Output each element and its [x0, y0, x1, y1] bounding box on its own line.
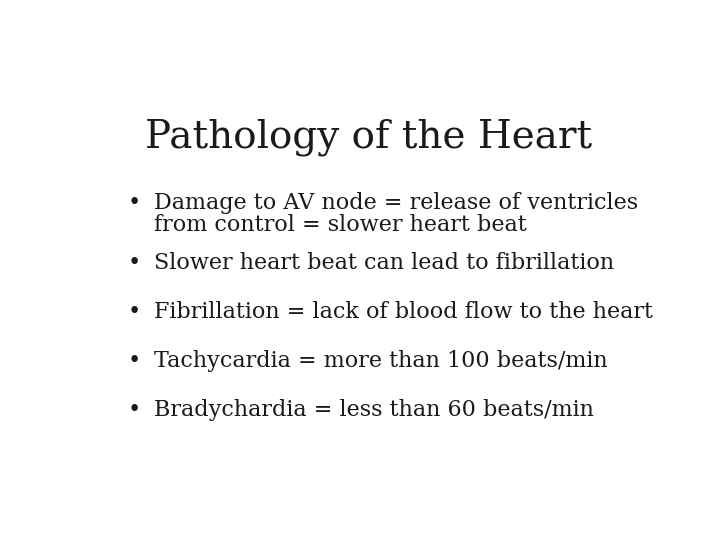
Text: Bradychardia = less than 60 beats/min: Bradychardia = less than 60 beats/min — [154, 399, 594, 421]
Text: Pathology of the Heart: Pathology of the Heart — [145, 119, 593, 157]
Text: Fibrillation = lack of blood flow to the heart: Fibrillation = lack of blood flow to the… — [154, 301, 653, 323]
Text: •: • — [128, 301, 141, 323]
Text: •: • — [128, 252, 141, 274]
Text: •: • — [128, 192, 141, 214]
Text: Damage to AV node = release of ventricles: Damage to AV node = release of ventricle… — [154, 192, 639, 214]
Text: Slower heart beat can lead to fibrillation: Slower heart beat can lead to fibrillati… — [154, 252, 614, 274]
Text: Tachycardia = more than 100 beats/min: Tachycardia = more than 100 beats/min — [154, 350, 608, 372]
Text: •: • — [128, 399, 141, 421]
Text: from control = slower heart beat: from control = slower heart beat — [154, 214, 527, 237]
Text: •: • — [128, 350, 141, 372]
